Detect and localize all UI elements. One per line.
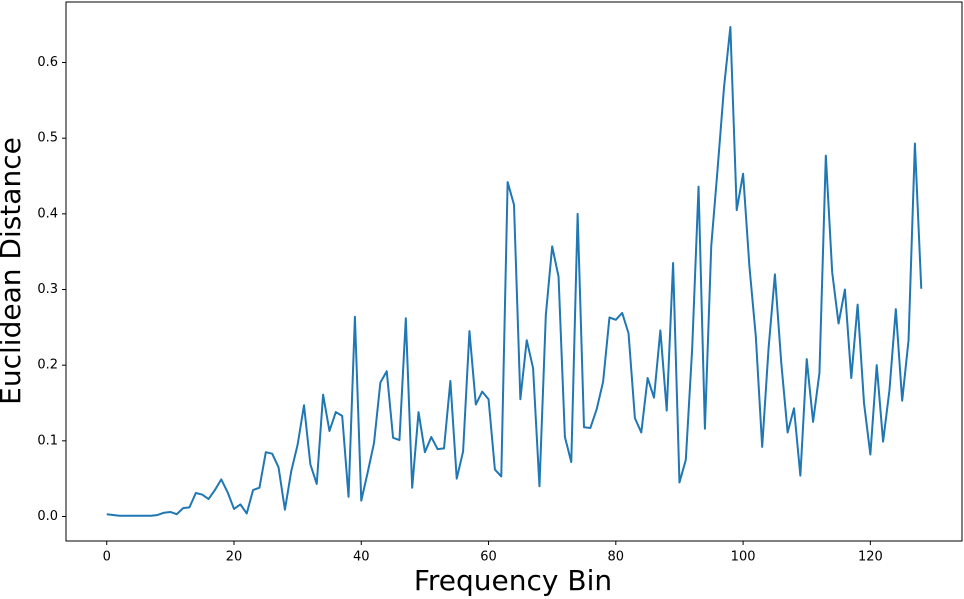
plot-frame bbox=[65, 1, 963, 542]
y-axis-label: Euclidean Distance bbox=[0, 137, 27, 405]
data-line bbox=[106, 25, 923, 517]
y-tick-label: 0.5 bbox=[37, 131, 58, 146]
x-tick-label: 80 bbox=[608, 550, 625, 565]
y-tick-label: 0.0 bbox=[37, 509, 58, 524]
x-tick-label: 0 bbox=[103, 550, 111, 565]
x-tick-label: 40 bbox=[353, 550, 370, 565]
x-tick-label: 20 bbox=[226, 550, 243, 565]
x-tick-label: 120 bbox=[858, 550, 883, 565]
x-tick-label: 60 bbox=[480, 550, 497, 565]
y-tick-label: 0.3 bbox=[37, 282, 58, 297]
y-tick-label: 0.2 bbox=[37, 358, 58, 373]
y-tick-label: 0.1 bbox=[37, 433, 58, 448]
x-tick-label: 100 bbox=[731, 550, 756, 565]
y-tick-label: 0.6 bbox=[37, 55, 58, 70]
x-axis-label: Frequency Bin bbox=[414, 564, 612, 597]
y-tick-label: 0.4 bbox=[37, 206, 58, 221]
